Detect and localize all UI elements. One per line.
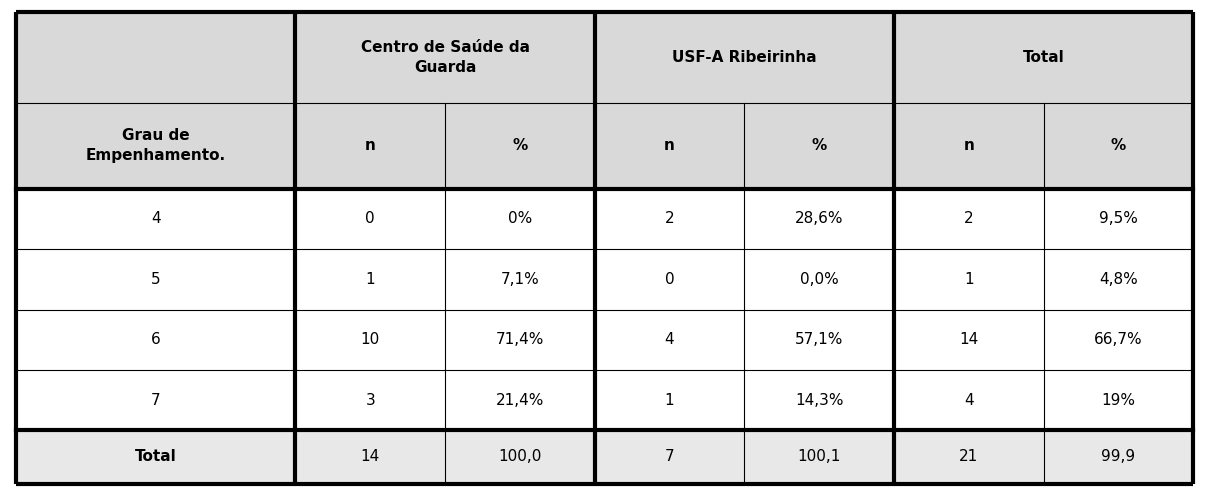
Text: %: % [1111, 138, 1126, 153]
Bar [745, 310, 893, 370]
Text: Total: Total [1023, 50, 1064, 65]
Text: 7: 7 [665, 449, 675, 464]
Bar [893, 310, 1043, 370]
Text: 0%: 0% [508, 211, 532, 227]
Bar [745, 12, 893, 103]
Bar [745, 430, 893, 484]
Bar [1043, 12, 1193, 103]
Text: n: n [365, 138, 376, 153]
Text: 2: 2 [665, 211, 675, 227]
Bar [295, 12, 445, 103]
Bar [295, 103, 445, 189]
Bar [16, 249, 295, 310]
Bar [893, 430, 1043, 484]
Bar [1043, 430, 1193, 484]
Text: 21: 21 [959, 449, 978, 464]
Bar [893, 370, 1043, 430]
Text: 1: 1 [964, 272, 973, 287]
Text: 7,1%: 7,1% [501, 272, 539, 287]
Text: 4,8%: 4,8% [1099, 272, 1138, 287]
Text: 6: 6 [151, 332, 161, 347]
Text: 66,7%: 66,7% [1094, 332, 1143, 347]
Bar [595, 370, 745, 430]
Bar [295, 430, 445, 484]
Bar [16, 430, 295, 484]
Text: 99,9: 99,9 [1101, 449, 1135, 464]
Text: 1: 1 [365, 272, 375, 287]
Text: %: % [513, 138, 527, 153]
Bar [1043, 370, 1193, 430]
Text: n: n [664, 138, 675, 153]
Text: 14,3%: 14,3% [796, 392, 844, 408]
Bar [445, 12, 595, 103]
Bar [595, 310, 745, 370]
Bar [16, 370, 295, 430]
Bar [1043, 189, 1193, 249]
Bar [1043, 310, 1193, 370]
Bar [295, 189, 445, 249]
Text: 21,4%: 21,4% [496, 392, 544, 408]
Text: 4: 4 [151, 211, 161, 227]
Bar [893, 103, 1043, 189]
Text: 2: 2 [964, 211, 973, 227]
Text: 28,6%: 28,6% [796, 211, 844, 227]
Text: 57,1%: 57,1% [796, 332, 844, 347]
Bar [295, 249, 445, 310]
Text: 100,0: 100,0 [498, 449, 542, 464]
Bar [595, 189, 745, 249]
Text: 5: 5 [151, 272, 161, 287]
Bar [1043, 103, 1193, 189]
Bar [595, 12, 745, 103]
Text: 4: 4 [964, 392, 973, 408]
Text: 7: 7 [151, 392, 161, 408]
Text: 10: 10 [360, 332, 380, 347]
Text: 0: 0 [365, 211, 375, 227]
Bar [893, 12, 1043, 103]
Text: 4: 4 [665, 332, 675, 347]
Text: n: n [964, 138, 974, 153]
Text: USF-A Ribeirinha: USF-A Ribeirinha [672, 50, 817, 65]
Bar [1043, 249, 1193, 310]
Bar [893, 189, 1043, 249]
Bar [745, 370, 893, 430]
Bar [16, 310, 295, 370]
Text: 9,5%: 9,5% [1099, 211, 1138, 227]
Bar [595, 249, 745, 310]
Text: 0: 0 [665, 272, 675, 287]
Text: 19%: 19% [1101, 392, 1135, 408]
Bar [16, 12, 295, 103]
Bar [595, 430, 745, 484]
Bar [445, 249, 595, 310]
Bar [745, 103, 893, 189]
Text: 14: 14 [360, 449, 380, 464]
Bar [445, 310, 595, 370]
Text: Centro de Saúde da
Guarda: Centro de Saúde da Guarda [360, 40, 530, 75]
Text: 1: 1 [665, 392, 675, 408]
Text: %: % [811, 138, 827, 153]
Bar [445, 189, 595, 249]
Bar [745, 189, 893, 249]
Bar [745, 249, 893, 310]
Bar [16, 103, 295, 189]
Bar [16, 189, 295, 249]
Bar [445, 103, 595, 189]
Text: 0,0%: 0,0% [800, 272, 839, 287]
Text: 100,1: 100,1 [798, 449, 841, 464]
Text: Total: Total [134, 449, 177, 464]
Bar [445, 370, 595, 430]
Bar [893, 249, 1043, 310]
Text: 3: 3 [365, 392, 375, 408]
Text: 71,4%: 71,4% [496, 332, 544, 347]
Bar [295, 370, 445, 430]
Text: Grau de
Empenhamento.: Grau de Empenhamento. [86, 128, 226, 163]
Bar [595, 103, 745, 189]
Bar [295, 310, 445, 370]
Text: 14: 14 [959, 332, 978, 347]
Bar [445, 430, 595, 484]
